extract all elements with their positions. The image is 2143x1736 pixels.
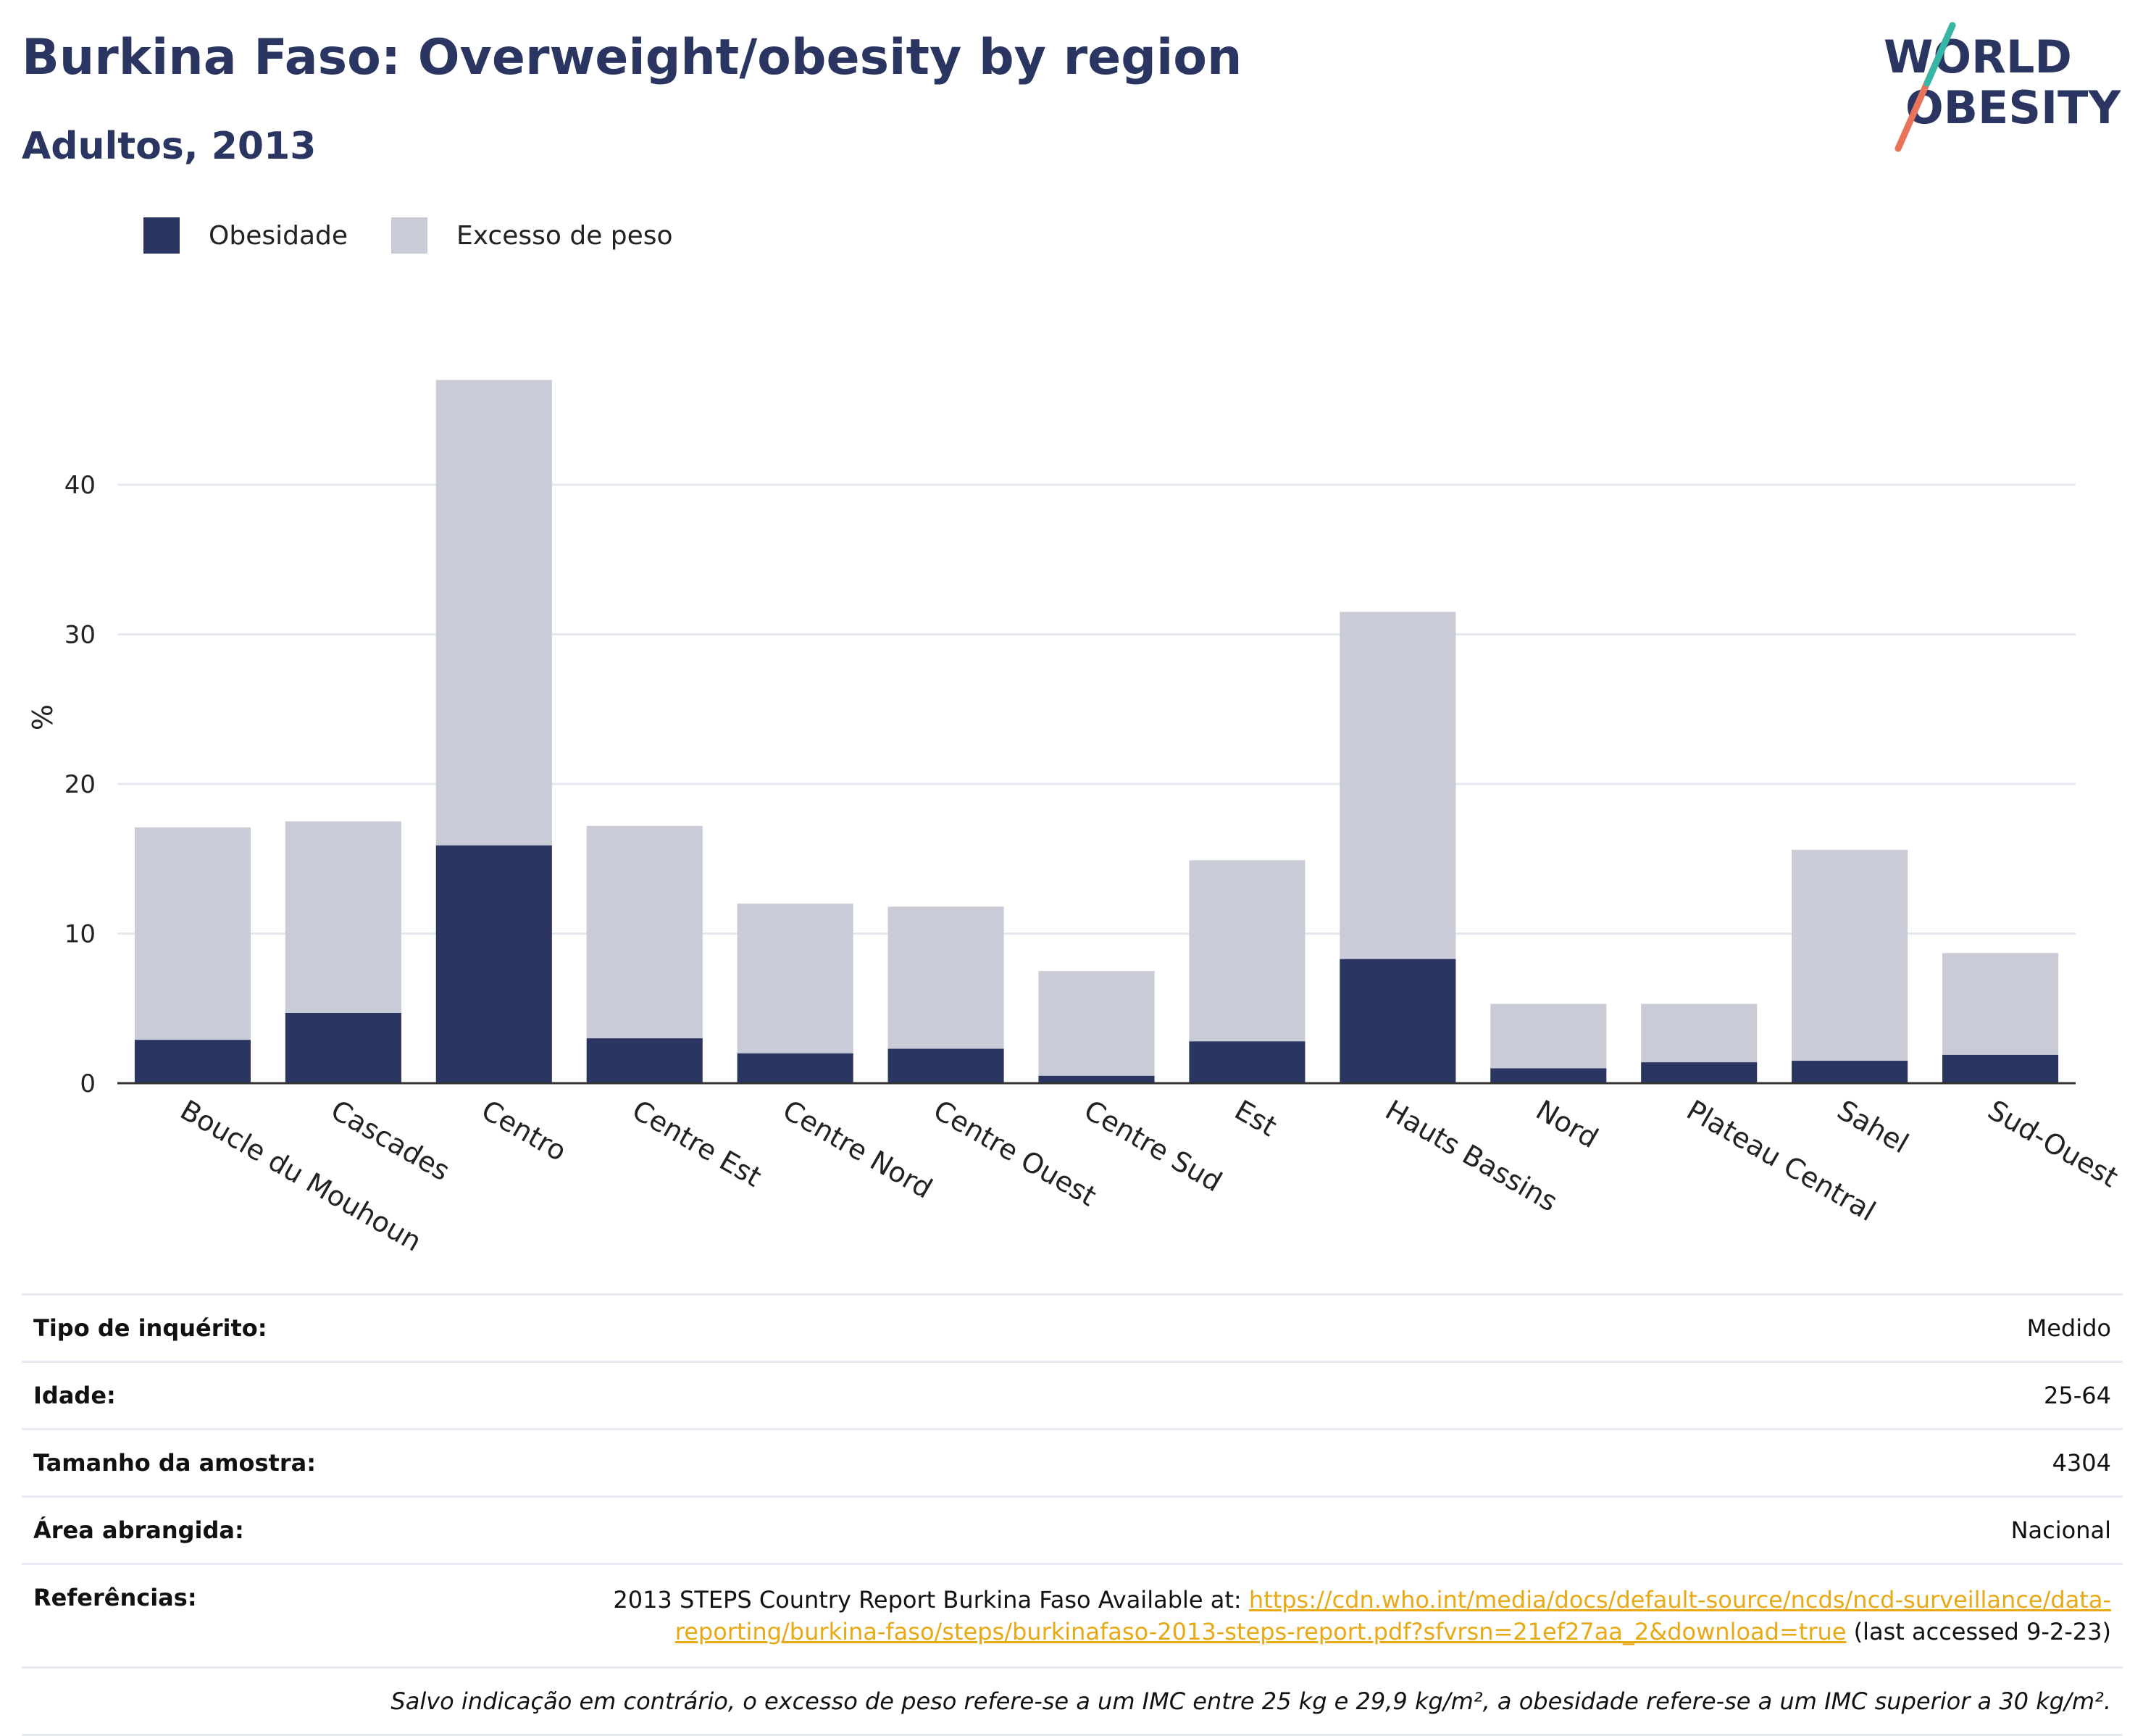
x-tick-label: Centre Nord xyxy=(777,1094,937,1205)
info-row-sample-size: Tamanho da amostra: 4304 xyxy=(22,1428,2123,1495)
info-row-survey-type: Tipo de inquérito: Medido xyxy=(22,1293,2123,1361)
x-tick-label: Nord xyxy=(1531,1094,1604,1154)
bar-overweight xyxy=(1340,612,1456,959)
x-tick-label: Sahel xyxy=(1832,1094,1914,1160)
y-tick-label: 10 xyxy=(64,920,96,949)
bar-obesity xyxy=(887,1048,1004,1083)
bar-obesity xyxy=(1340,959,1456,1083)
info-value: 25-64 xyxy=(2044,1382,2111,1409)
bar-obesity xyxy=(1038,1075,1155,1083)
bar-overweight xyxy=(285,821,401,1013)
chart-legend: Obesidade Excesso de peso xyxy=(143,214,717,257)
survey-info-table: Tipo de inquérito: Medido Idade: 25-64 T… xyxy=(22,1293,2123,1736)
info-key: Tamanho da amostra: xyxy=(33,1449,316,1477)
reference-suffix: (last accessed 9-2-23) xyxy=(1846,1618,2111,1645)
info-row-references: Referências: 2013 STEPS Country Report B… xyxy=(22,1563,2123,1666)
reference-link-continued[interactable]: reporting/burkina-faso/steps/burkinafaso… xyxy=(674,1618,1847,1645)
y-axis-title: % xyxy=(27,704,59,730)
y-tick-label: 40 xyxy=(64,471,96,500)
bar-overweight xyxy=(134,827,251,1040)
bar-obesity xyxy=(1792,1061,1908,1083)
legend-label-obesity: Obesidade xyxy=(209,220,348,251)
info-key: Tipo de inquérito: xyxy=(33,1314,267,1342)
chart-title: Burkina Faso: Overweight/obesity by regi… xyxy=(22,29,1242,86)
legend-swatch-overweight xyxy=(391,217,428,254)
x-tick-label: Centro xyxy=(476,1094,572,1168)
bar-obesity xyxy=(1641,1062,1758,1083)
bar-obesity xyxy=(1490,1068,1607,1083)
reference-text: 2013 STEPS Country Report Burkina Faso A… xyxy=(613,1584,2111,1648)
info-key: Idade: xyxy=(33,1382,116,1409)
bar-overweight xyxy=(737,904,853,1053)
bar-overweight xyxy=(1641,1003,1758,1063)
x-tick-label: Sud-Ouest xyxy=(1983,1094,2123,1194)
bar-obesity xyxy=(285,1012,401,1083)
bar-overweight xyxy=(1792,849,1908,1061)
x-tick-label: Cascades xyxy=(325,1094,455,1188)
svg-text:OBESITY: OBESITY xyxy=(1905,81,2121,134)
legend-item-overweight: Excesso de peso xyxy=(391,217,673,254)
bar-obesity xyxy=(737,1053,853,1083)
info-value: 4304 xyxy=(2052,1449,2111,1477)
x-tick-label: Boucle du Mouhoun xyxy=(175,1094,427,1258)
bar-overweight xyxy=(1189,860,1306,1042)
legend-label-overweight: Excesso de peso xyxy=(456,220,673,251)
x-tick-label: Centre Est xyxy=(627,1094,766,1193)
reference-prefix: 2013 STEPS Country Report Burkina Faso A… xyxy=(613,1586,1249,1614)
legend-swatch-obesity xyxy=(143,217,180,254)
info-row-note: Salvo indicação em contrário, o excesso … xyxy=(22,1666,2123,1736)
x-tick-label: Est xyxy=(1229,1094,1282,1143)
bar-overweight xyxy=(1490,1003,1607,1069)
svg-text:WORLD: WORLD xyxy=(1884,30,2072,83)
y-tick-label: 30 xyxy=(64,621,96,650)
info-value: Medido xyxy=(2026,1314,2111,1342)
bar-overweight xyxy=(435,380,552,846)
bar-overweight xyxy=(1038,971,1155,1076)
bar-overweight xyxy=(586,825,703,1039)
bar-obesity xyxy=(586,1038,703,1083)
x-tick-label: Centre Sud xyxy=(1079,1094,1227,1198)
info-key: Área abrangida: xyxy=(33,1516,244,1544)
bar-overweight xyxy=(887,906,1004,1049)
world-obesity-logo: WORLD OBESITY xyxy=(1884,22,2121,152)
bar-obesity xyxy=(435,845,552,1083)
definition-note: Salvo indicação em contrário, o excesso … xyxy=(390,1687,2111,1715)
y-tick-label: 20 xyxy=(64,770,96,799)
chart-subtitle: Adultos, 2013 xyxy=(22,125,317,168)
info-row-area: Área abrangida: Nacional xyxy=(22,1495,2123,1563)
y-tick-label: 0 xyxy=(80,1069,96,1098)
bar-obesity xyxy=(1189,1041,1306,1083)
info-row-age: Idade: 25-64 xyxy=(22,1361,2123,1428)
x-tick-label: Centre Ouest xyxy=(928,1094,1102,1213)
info-key: Referências: xyxy=(33,1584,197,1611)
bar-obesity xyxy=(134,1040,251,1083)
reference-link[interactable]: https://cdn.who.int/media/docs/default-s… xyxy=(1248,1586,2111,1614)
bar-obesity xyxy=(1942,1054,2059,1083)
info-value: Nacional xyxy=(2010,1516,2111,1544)
legend-item-obesity: Obesidade xyxy=(143,217,348,254)
bar-overweight xyxy=(1942,953,2059,1055)
